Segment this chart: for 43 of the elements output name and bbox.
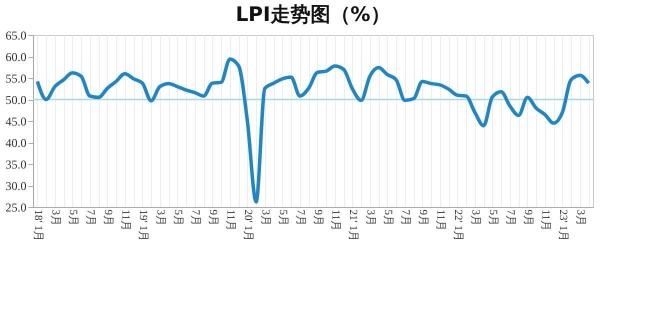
x-tick-label: 11月 [224,210,236,232]
x-tick-label: 11月 [119,210,132,232]
y-tick-label: 65.0 [6,28,26,42]
x-tick-label: 3月 [469,210,482,226]
x-tick-label: 9月 [416,210,429,226]
x-tick-label: 5月 [486,210,499,226]
x-tick-label: 7月 [294,210,306,226]
x-tick-label: 11月 [539,210,552,232]
line-series [36,57,590,204]
y-tick-label: 30.0 [6,179,26,193]
x-tick-label: 9月 [312,210,324,226]
x-tick-label: 9月 [522,210,534,226]
y-tick-label: 50.0 [6,93,26,107]
x-tick-label: 7月 [399,210,412,226]
y-tick-label: 55.0 [6,72,26,86]
x-tick-label: 20' 1月 [242,210,254,242]
x-tick-label: 5月 [382,210,394,226]
x-tick-label: 3月 [364,210,376,226]
x-tick-label: 9月 [206,210,219,226]
y-tick-label: 35.0 [6,158,26,172]
x-tick-label: 11月 [329,210,342,232]
x-tick-label: 19' 1月 [136,210,149,242]
x-tick-label: 3月 [49,210,62,226]
x-tick-label: 7月 [84,210,96,226]
chart-title: LPI走势图（%） [236,2,390,26]
x-tick-label: 9月 [102,210,114,226]
x-tick-label: 7月 [504,210,516,226]
x-tick-label: 22' 1月 [452,210,464,242]
x-tick-label: 5月 [276,210,289,226]
x-tick-label: 5月 [172,210,184,226]
x-tick-label: 7月 [189,210,202,226]
y-tick-label: 60.0 [6,50,26,64]
x-tick-label: 23' 1月 [556,210,569,242]
y-tick-label: 40.0 [6,136,26,150]
x-tick-label: 3月 [259,210,272,226]
x-tick-label: 5月 [66,210,79,226]
y-tick-label: 25.0 [6,200,26,214]
y-tick-label: 45.0 [6,114,26,128]
x-tick-label: 3月 [154,210,166,226]
x-tick-label: 11月 [434,210,446,232]
x-tick-label: 3月 [574,210,586,226]
x-tick-label: 21' 1月 [346,210,359,242]
x-tick-label: 18' 1月 [32,210,44,242]
